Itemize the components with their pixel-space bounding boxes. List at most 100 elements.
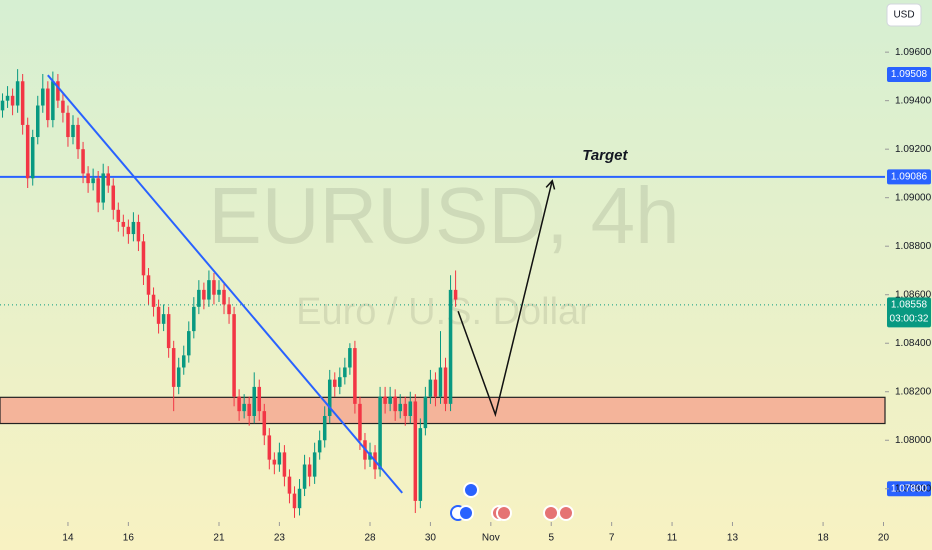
candle-body xyxy=(10,95,15,106)
candle-body xyxy=(348,348,352,368)
candle-body xyxy=(443,367,448,404)
candle-body xyxy=(358,403,362,441)
candle-body xyxy=(353,348,357,404)
candle-body xyxy=(51,81,55,121)
candle-body xyxy=(197,289,201,307)
x-tick-label: 7 xyxy=(609,533,615,544)
y-tick-label: 1.08000 xyxy=(895,435,932,446)
event-icons xyxy=(450,482,574,521)
candle-body xyxy=(71,124,75,138)
candle-body xyxy=(343,367,347,378)
event-icon xyxy=(543,505,559,521)
candle-body xyxy=(35,105,40,138)
candle-body xyxy=(61,100,65,113)
event-icon xyxy=(458,505,474,521)
candle-body xyxy=(0,100,5,111)
y-tick-label: 1.08600 xyxy=(895,289,932,300)
candle-body xyxy=(20,81,25,125)
candle-body xyxy=(232,314,236,397)
candle-body xyxy=(111,185,116,210)
watermark: EURUSD, 4h xyxy=(208,171,679,260)
candle-body xyxy=(41,88,45,106)
candle-body xyxy=(116,209,121,222)
candle-body xyxy=(267,435,272,460)
candle-body xyxy=(292,493,297,509)
candle-body xyxy=(453,289,458,300)
candle-body xyxy=(398,403,402,412)
candle-body xyxy=(161,314,166,324)
price-tag xyxy=(887,481,931,497)
candle-body xyxy=(317,440,322,453)
trendline xyxy=(47,74,403,494)
event-icon xyxy=(558,505,574,521)
candle-body xyxy=(86,173,90,184)
x-tick-label: 23 xyxy=(274,533,286,544)
candle-body xyxy=(383,396,387,404)
price-tag-label: 1.08558 xyxy=(891,300,928,311)
candle-body xyxy=(146,275,151,295)
currency-button[interactable] xyxy=(886,3,922,27)
x-tick-label: 28 xyxy=(364,533,376,544)
candle-body xyxy=(5,95,10,101)
y-tick-label: 1.09600 xyxy=(895,47,932,58)
candle-body xyxy=(227,304,231,315)
candle-body xyxy=(212,280,216,295)
candle-body xyxy=(418,428,423,501)
candle-body xyxy=(131,221,136,235)
candle-body xyxy=(30,137,35,179)
x-tick-label: 14 xyxy=(62,533,74,544)
candle-body xyxy=(428,379,433,397)
price-tag-label: 1.09086 xyxy=(891,171,928,182)
x-tick-label: 13 xyxy=(727,533,739,544)
x-tick-label: 21 xyxy=(213,533,225,544)
candle-body xyxy=(423,396,428,429)
candle-body xyxy=(171,348,176,387)
candle-body xyxy=(247,403,251,416)
candle-body xyxy=(181,355,186,368)
candle-body xyxy=(252,386,256,416)
candle-body xyxy=(272,459,277,465)
candle-body xyxy=(333,379,337,387)
candle-body xyxy=(136,221,141,242)
y-tick-label: 1.09200 xyxy=(895,144,932,155)
candle-body xyxy=(25,124,30,179)
candle-body xyxy=(312,452,317,477)
price-tag-label: 1.09508 xyxy=(891,69,928,80)
countdown-label: 03:00:32 xyxy=(890,314,929,325)
event-icon xyxy=(463,482,479,498)
x-tick-label: 11 xyxy=(667,533,678,544)
candle-body xyxy=(242,403,246,412)
candle-body xyxy=(151,294,156,307)
candle-body xyxy=(287,476,292,494)
price-tag xyxy=(887,169,931,185)
candle-body xyxy=(81,149,85,174)
candle-body xyxy=(388,396,392,404)
candle-body xyxy=(322,415,327,441)
price-tag xyxy=(887,297,931,328)
projection-path xyxy=(457,180,553,418)
candle-body xyxy=(141,241,146,276)
candle-body xyxy=(257,386,262,412)
candle-body xyxy=(46,88,50,121)
y-tick-label: 1.07800 xyxy=(895,483,932,494)
candle-body xyxy=(187,331,191,356)
candle-body xyxy=(448,289,453,404)
candle-body xyxy=(378,396,382,470)
candle-body xyxy=(121,221,126,227)
plot-area: Target xyxy=(0,66,931,518)
y-tick-label: 1.08800 xyxy=(895,241,932,252)
candle-body xyxy=(327,379,332,416)
candle-body xyxy=(262,411,267,436)
x-tick-label: 16 xyxy=(123,533,135,544)
candle-body xyxy=(217,289,221,295)
target-label: Target xyxy=(582,147,628,164)
watermark-sub: Euro / U.S. Dollar xyxy=(296,291,592,333)
candle-body xyxy=(192,306,196,332)
x-tick-label: 18 xyxy=(818,533,830,544)
candle-body xyxy=(408,401,413,416)
candle-body xyxy=(176,367,181,387)
currency-label: USD xyxy=(893,10,914,21)
y-tick-label: 1.08400 xyxy=(895,338,932,349)
